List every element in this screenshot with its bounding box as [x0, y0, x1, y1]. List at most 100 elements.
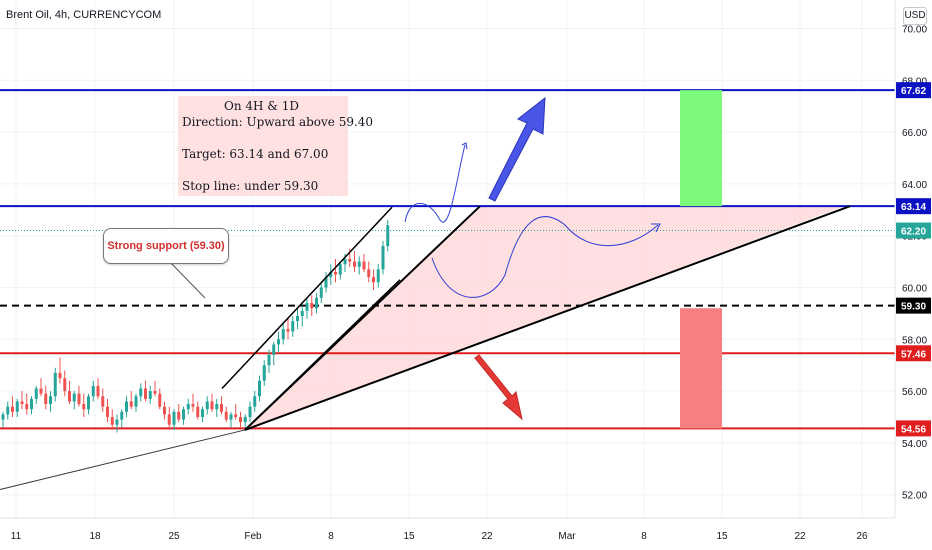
y-tick-label: 58.00: [902, 335, 927, 346]
candle-body: [25, 404, 29, 410]
time-axis: 11 18 25 Feb 8 15 22 Mar 8 15 22 26: [0, 517, 895, 542]
forecast-arrowhead: [651, 223, 661, 233]
candle-body: [362, 261, 366, 270]
candle-body: [125, 401, 128, 412]
candle-body: [220, 404, 223, 412]
candle-body: [205, 401, 209, 410]
candle-body: [44, 393, 48, 405]
candle-body: [20, 401, 24, 405]
candle-body: [6, 406, 10, 415]
candle-body: [177, 411, 181, 420]
y-tick-label: 60.00: [902, 284, 927, 295]
callout-pointer: [169, 261, 206, 299]
x-tick-label: 26: [856, 531, 868, 542]
candle-body: [310, 303, 314, 309]
candle-body: [300, 310, 304, 316]
candle-body: [134, 396, 138, 407]
candle-body: [68, 391, 71, 402]
x-tick-label: 22: [794, 531, 806, 542]
note-line: Direction: Upward above 59.40: [182, 115, 374, 129]
candle-body: [63, 378, 67, 392]
target-box: [680, 90, 722, 207]
candle-body: [372, 277, 375, 283]
candle-body: [296, 315, 299, 322]
candle-body: [224, 411, 228, 420]
candle-body: [315, 297, 318, 309]
y-tick-label: 64.00: [902, 180, 927, 191]
price-tag-label: 54.56: [901, 424, 926, 435]
candle-body: [253, 396, 257, 407]
candle-body: [110, 417, 114, 425]
x-tick-label: 18: [89, 531, 101, 542]
candle-body: [272, 344, 276, 355]
candle-body: [376, 269, 380, 283]
forecast-curve-wave: [431, 216, 659, 298]
candle-body: [11, 406, 14, 412]
candle-body: [381, 246, 385, 270]
price-axis: 52.0054.0056.0058.0060.0062.0064.0066.00…: [894, 0, 932, 550]
candle-body: [34, 388, 38, 399]
candle-body: [158, 393, 162, 407]
candle-body: [15, 401, 19, 412]
price-tag-label: 62.20: [901, 227, 926, 238]
note-line: On 4H & 1D: [224, 99, 300, 113]
candles: [1, 220, 390, 433]
price-tag-label: 67.62: [901, 86, 926, 97]
x-tick-label: Mar: [558, 531, 576, 542]
candle-body: [248, 406, 252, 417]
candle-body: [267, 354, 271, 366]
stop-box: [680, 308, 722, 429]
candle-body: [277, 339, 280, 345]
x-tick-label: 15: [403, 531, 415, 542]
candle-body: [82, 404, 86, 410]
candle-body: [1, 414, 5, 420]
trade-plan-note[interactable]: On 4H & 1D Direction: Upward above 59.40…: [178, 96, 373, 196]
x-tick-label: Feb: [244, 531, 262, 542]
candle-body: [30, 398, 33, 410]
candle-body: [348, 259, 352, 262]
candle-body: [144, 388, 147, 399]
candle-body: [243, 417, 247, 423]
candle-body: [167, 414, 171, 425]
forecast-curve-up: [404, 144, 466, 223]
candle-body: [258, 380, 261, 397]
support-callout[interactable]: Strong support (59.30): [103, 228, 229, 264]
bearish-arrow: [474, 354, 523, 421]
candle-body: [338, 264, 342, 275]
price-tag: [896, 198, 931, 215]
channel-upper-line: [221, 206, 393, 390]
price-tag-label: 63.14: [901, 202, 926, 213]
candle-body: [210, 401, 214, 410]
trend-drawings: [0, 96, 851, 491]
candle-body: [367, 269, 371, 278]
candle-body: [182, 409, 185, 420]
candle-body: [386, 225, 390, 247]
price-tag: [896, 420, 931, 437]
candle-body: [53, 372, 57, 397]
candle-body: [291, 321, 295, 332]
candle-body: [153, 391, 157, 394]
symbol-title: Brent Oil, 4h, CURRENCYCOM: [6, 9, 162, 21]
bullish-arrow: [488, 96, 546, 202]
y-tick-label: 56.00: [902, 387, 927, 398]
candle-body: [91, 385, 95, 397]
candle-body: [215, 404, 219, 410]
x-tick-label: 11: [11, 531, 22, 542]
candle-body: [163, 406, 166, 415]
candle-body: [234, 414, 238, 417]
currency-button[interactable]: USD: [903, 7, 927, 25]
candle-body: [120, 411, 124, 420]
candle-body: [129, 401, 133, 407]
x-tick-label: 25: [168, 531, 180, 542]
candle-body: [329, 271, 333, 278]
candle-body: [262, 365, 266, 381]
candle-body: [172, 411, 176, 425]
candle-body: [191, 404, 195, 407]
candle-body: [229, 414, 233, 420]
candle-body: [39, 388, 43, 394]
candle-body: [49, 396, 52, 405]
candle-body: [201, 409, 204, 417]
price-tag-label: 59.30: [901, 302, 926, 313]
candle-body: [319, 287, 323, 298]
